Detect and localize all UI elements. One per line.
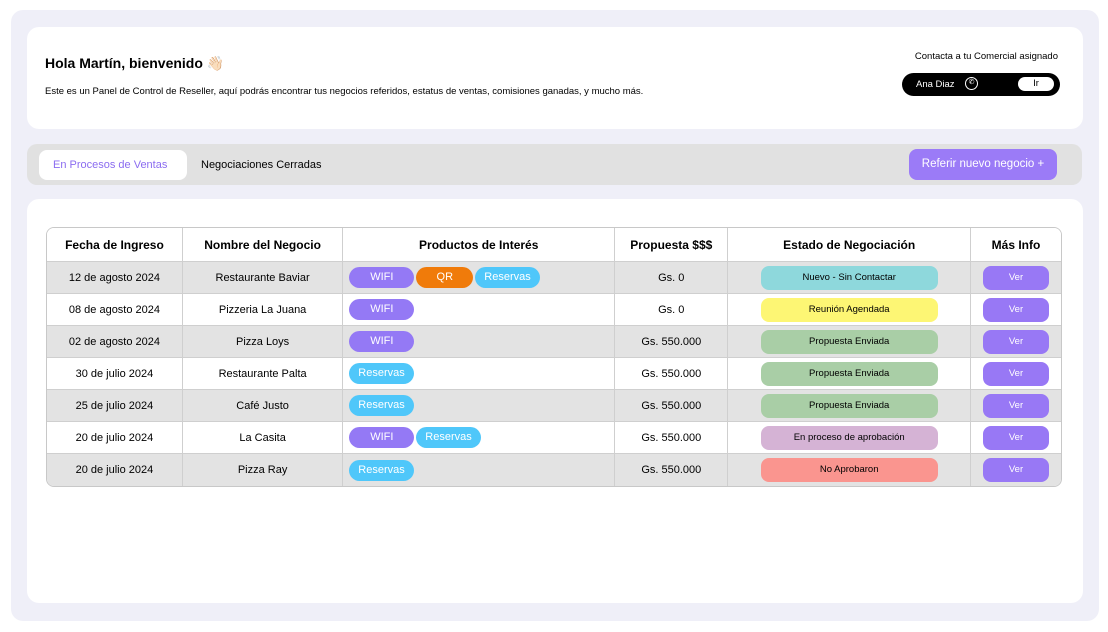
product-chip: WIFI — [349, 299, 415, 320]
proposal-cell: Gs. 550.000 — [615, 454, 729, 486]
status-badge: Propuesta Enviada — [760, 329, 938, 354]
product-chip: QR — [416, 267, 474, 288]
products-cell: WIFI Reservas — [343, 422, 616, 454]
business-name-cell: Restaurante Baviar — [182, 262, 344, 294]
date-cell: 30 de julio 2024 — [47, 358, 183, 390]
whatsapp-icon[interactable]: ✆ — [965, 77, 978, 90]
column-header: Productos de Interés — [343, 228, 616, 262]
status-badge: Propuesta Enviada — [760, 361, 938, 386]
status-cell: Propuesta Enviada — [728, 358, 971, 390]
more-info-cell: Ver — [971, 358, 1061, 390]
more-info-cell: Ver — [971, 454, 1061, 486]
status-cell: Reunión Agendada — [728, 294, 971, 326]
business-name-cell: Pizza Loys — [182, 326, 344, 358]
status-badge: Reunión Agendada — [760, 297, 938, 322]
product-chip: WIFI — [349, 331, 415, 352]
business-table: Fecha de Ingreso Nombre del Negocio Produc… — [46, 227, 1062, 487]
products-cell: Reservas — [343, 390, 616, 422]
date-cell: 20 de julio 2024 — [47, 422, 183, 454]
more-info-cell: Ver — [971, 422, 1061, 454]
view-button[interactable]: Ver — [983, 393, 1049, 418]
view-button[interactable]: Ver — [983, 297, 1049, 322]
more-info-cell: Ver — [971, 262, 1061, 294]
status-cell: Propuesta Enviada — [728, 326, 971, 358]
more-info-cell: Ver — [971, 390, 1061, 422]
proposal-cell: Gs. 0 — [615, 294, 729, 326]
status-cell: No Aprobaron — [728, 454, 971, 486]
table-row: 12 de agosto 2024 Restaurante Baviar WIF… — [47, 262, 1061, 294]
business-name-cell: La Casita — [182, 422, 344, 454]
more-info-cell: Ver — [971, 294, 1061, 326]
products-cell: Reservas — [343, 358, 616, 390]
date-cell: 25 de julio 2024 — [47, 390, 183, 422]
view-button[interactable]: Ver — [983, 329, 1049, 354]
status-badge: En proceso de aprobación — [760, 425, 938, 450]
table-row: 25 de julio 2024 Café Justo Reservas Gs.… — [47, 390, 1061, 422]
status-badge: Propuesta Enviada — [760, 393, 938, 418]
products-cell: WIFI — [343, 326, 616, 358]
tab-negociaciones-cerradas[interactable]: Negociaciones Cerradas — [201, 159, 322, 171]
table-row: 20 de julio 2024 Pizza Ray Reservas Gs. … — [47, 454, 1061, 486]
product-chip: Reservas — [349, 363, 414, 384]
status-cell: En proceso de aprobación — [728, 422, 971, 454]
products-cell: WIFI — [343, 294, 616, 326]
contact-name: Ana Diaz — [916, 79, 955, 90]
refer-new-business-button[interactable]: Referir nuevo negocio + — [909, 149, 1057, 180]
date-cell: 02 de agosto 2024 — [47, 326, 183, 358]
business-name-cell: Pizzeria La Juana — [182, 294, 344, 326]
products-cell: WIFI QR Reservas — [343, 262, 616, 294]
contact-title: Contacta a tu Comercial asignado — [914, 51, 1058, 62]
product-chip: WIFI — [349, 267, 415, 288]
product-chip: Reservas — [349, 459, 414, 481]
column-header: Fecha de Ingreso — [47, 228, 183, 262]
go-button[interactable]: Ir — [1018, 77, 1054, 91]
status-cell: Propuesta Enviada — [728, 390, 971, 422]
tab-bar: En Procesos de Ventas Negociaciones Cerr… — [27, 144, 1082, 185]
table-row: 20 de julio 2024 La Casita WIFI Reservas … — [47, 422, 1061, 454]
column-header: Nombre del Negocio — [182, 228, 344, 262]
product-chip: WIFI — [349, 427, 415, 448]
column-header: Propuesta $$$ — [615, 228, 729, 262]
date-cell: 08 de agosto 2024 — [47, 294, 183, 326]
table-row: 02 de agosto 2024 Pizza Loys WIFI Gs. 55… — [47, 326, 1061, 358]
view-button[interactable]: Ver — [983, 458, 1049, 482]
status-cell: Nuevo - Sin Contactar — [728, 262, 971, 294]
view-button[interactable]: Ver — [983, 361, 1049, 386]
proposal-cell: Gs. 550.000 — [615, 422, 729, 454]
description-text: Este es un Panel de Control de Reseller,… — [45, 86, 644, 97]
product-chip: Reservas — [475, 267, 540, 288]
product-chip: Reservas — [349, 395, 414, 416]
business-name-cell: Café Justo — [182, 390, 344, 422]
column-header: Más Info — [971, 228, 1061, 262]
content-card: Fecha de Ingreso Nombre del Negocio Produc… — [27, 199, 1083, 603]
product-chip: Reservas — [416, 427, 481, 448]
welcome-card: Hola Martín, bienvenido 👋🏻 Este es un Pa… — [27, 27, 1083, 129]
proposal-cell: Gs. 550.000 — [615, 390, 729, 422]
more-info-cell: Ver — [971, 326, 1061, 358]
proposal-cell: Gs. 550.000 — [615, 358, 729, 390]
proposal-cell: Gs. 550.000 — [615, 326, 729, 358]
table-row: 30 de julio 2024 Restaurante Palta Reser… — [47, 358, 1061, 390]
products-cell: Reservas — [343, 454, 616, 486]
business-name-cell: Restaurante Palta — [182, 358, 344, 390]
greeting-title: Hola Martín, bienvenido 👋🏻 — [45, 55, 225, 71]
contact-pill: Ana Diaz ✆ Ir — [902, 73, 1060, 96]
proposal-cell: Gs. 0 — [615, 262, 729, 294]
business-name-cell: Pizza Ray — [182, 454, 344, 486]
status-badge: No Aprobaron — [760, 458, 938, 482]
view-button[interactable]: Ver — [983, 425, 1049, 450]
status-badge: Nuevo - Sin Contactar — [760, 265, 938, 290]
column-header: Estado de Negociación — [728, 228, 971, 262]
date-cell: 20 de julio 2024 — [47, 454, 183, 486]
date-cell: 12 de agosto 2024 — [47, 262, 183, 294]
table-row: 08 de agosto 2024 Pizzeria La Juana WIFI… — [47, 294, 1061, 326]
tab-en-procesos[interactable]: En Procesos de Ventas — [39, 150, 187, 180]
view-button[interactable]: Ver — [983, 265, 1049, 290]
